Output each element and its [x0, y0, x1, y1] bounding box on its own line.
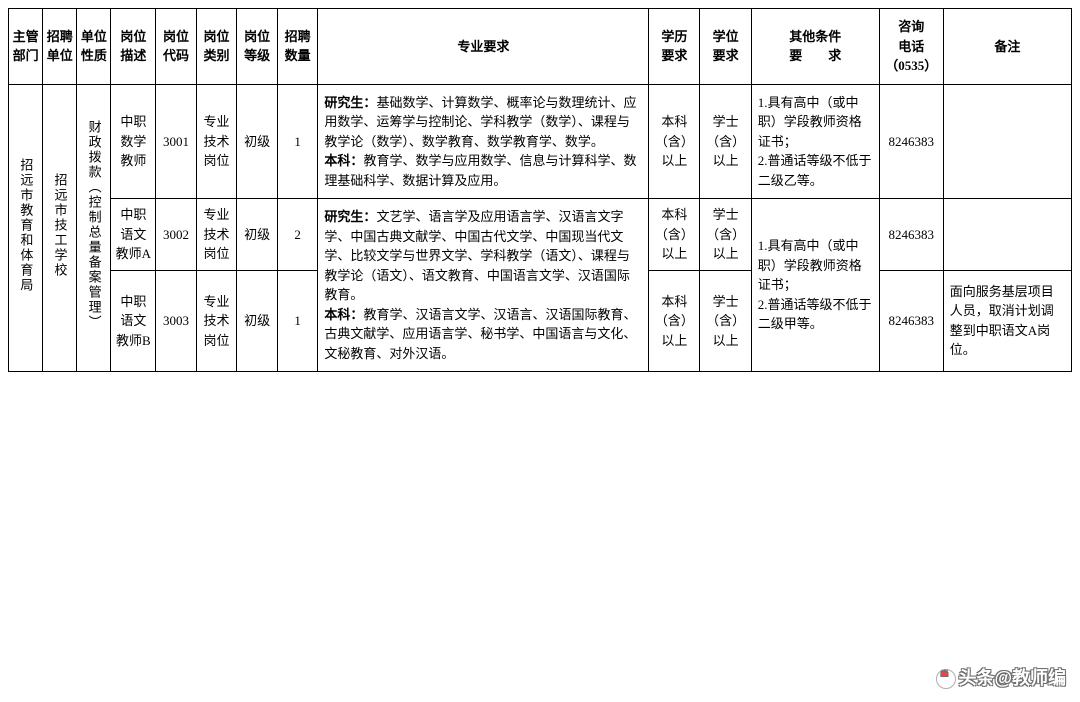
cell-jobtype: 专业技术岗位 — [196, 199, 237, 271]
header-row: 主管部门 招聘单位 单位性质 岗位描述 岗位代码 岗位类别 岗位等级 招聘数量 … — [9, 9, 1072, 85]
cell-unit: 招远市技工学校 — [43, 84, 77, 372]
th-note: 备注 — [943, 9, 1071, 85]
cell-phone: 8246383 — [879, 270, 943, 371]
th-degreereq: 学位要求 — [700, 9, 751, 85]
cell-jobcode: 3001 — [156, 84, 197, 199]
cell-jobdesc: 中职数学教师 — [111, 84, 156, 199]
cell-jobcode: 3002 — [156, 199, 197, 271]
cell-joblevel: 初级 — [237, 199, 278, 271]
cell-jobtype: 专业技术岗位 — [196, 84, 237, 199]
cell-otherreq: 1.具有高中（或中职）学段教师资格证书；2.普通话等级不低于二级乙等。 — [751, 84, 879, 199]
cell-nature: 财政拨款（控制总量备案管理） — [77, 84, 111, 372]
cell-note: 面向服务基层项目人员，取消计划调整到中职语文A岗位。 — [943, 270, 1071, 371]
cell-joblevel: 初级 — [237, 270, 278, 371]
th-edureq: 学历要求 — [649, 9, 700, 85]
recruitment-table: 主管部门 招聘单位 单位性质 岗位描述 岗位代码 岗位类别 岗位等级 招聘数量 … — [8, 8, 1072, 372]
cell-dept: 招远市教育和体育局 — [9, 84, 43, 372]
cell-note — [943, 199, 1071, 271]
cell-majorreq: 研究生：基础数学、计算数学、概率论与数理统计、应用数学、运筹学与控制论、学科教学… — [318, 84, 649, 199]
cell-joblevel: 初级 — [237, 84, 278, 199]
toutiao-icon — [936, 669, 956, 689]
th-joblevel: 岗位等级 — [237, 9, 278, 85]
cell-phone: 8246383 — [879, 84, 943, 199]
cell-count: 2 — [277, 199, 318, 271]
th-dept: 主管部门 — [9, 9, 43, 85]
th-phone: 咨询电话（0535） — [879, 9, 943, 85]
cell-jobcode: 3003 — [156, 270, 197, 371]
cell-edureq: 本科（含）以上 — [649, 270, 700, 371]
cell-note — [943, 84, 1071, 199]
th-jobcode: 岗位代码 — [156, 9, 197, 85]
cell-count: 1 — [277, 84, 318, 199]
table-row: 中职语文教师A 3002 专业技术岗位 初级 2 研究生：文艺学、语言学及应用语… — [9, 199, 1072, 271]
th-otherreq: 其他条件要 求 — [751, 9, 879, 85]
cell-otherreq: 1.具有高中（或中职）学段教师资格证书；2.普通话等级不低于二级甲等。 — [751, 199, 879, 372]
th-nature: 单位性质 — [77, 9, 111, 85]
cell-edureq: 本科（含）以上 — [649, 84, 700, 199]
cell-edureq: 本科（含）以上 — [649, 199, 700, 271]
th-count: 招聘数量 — [277, 9, 318, 85]
th-jobdesc: 岗位描述 — [111, 9, 156, 85]
cell-majorreq: 研究生：文艺学、语言学及应用语言学、汉语言文字学、中国古典文献学、中国古代文学、… — [318, 199, 649, 372]
watermark-at: @教师编 — [994, 668, 1066, 688]
cell-degreereq: 学士（含）以上 — [700, 84, 751, 199]
watermark-prefix: 头条 — [958, 668, 994, 688]
th-jobtype: 岗位类别 — [196, 9, 237, 85]
cell-jobdesc: 中职语文教师B — [111, 270, 156, 371]
cell-degreereq: 学士（含）以上 — [700, 270, 751, 371]
cell-jobtype: 专业技术岗位 — [196, 270, 237, 371]
table-row: 招远市教育和体育局 招远市技工学校 财政拨款（控制总量备案管理） 中职数学教师 … — [9, 84, 1072, 199]
cell-phone: 8246383 — [879, 199, 943, 271]
cell-jobdesc: 中职语文教师A — [111, 199, 156, 271]
cell-count: 1 — [277, 270, 318, 371]
th-majorreq: 专业要求 — [318, 9, 649, 85]
th-unit: 招聘单位 — [43, 9, 77, 85]
watermark: 头条@教师编 — [936, 664, 1066, 690]
cell-degreereq: 学士（含）以上 — [700, 199, 751, 271]
